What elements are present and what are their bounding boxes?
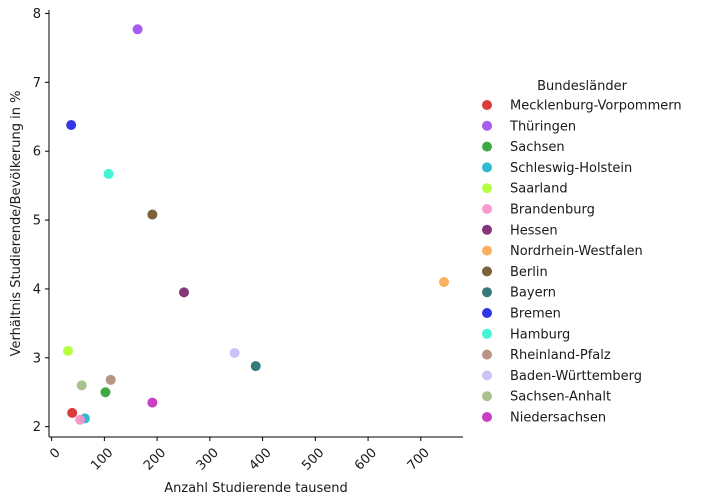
legend-marker	[482, 204, 492, 214]
data-point	[147, 209, 158, 220]
x-tick-label: 600	[352, 445, 380, 473]
y-axis: 2 3 4 5 6 7 8	[33, 7, 50, 437]
x-tick-label: 400	[246, 445, 274, 473]
legend-label: Rheinland-Pfalz	[510, 348, 611, 363]
legend-label: Thüringen	[509, 119, 576, 134]
x-tick-label: 300	[194, 445, 222, 473]
legend-title: Bundesländer	[537, 79, 627, 94]
legend-marker	[482, 100, 492, 110]
data-point	[67, 407, 78, 418]
legend-marker	[482, 183, 492, 194]
x-tick-label: 700	[405, 445, 433, 473]
legend-marker	[482, 266, 492, 277]
legend-label: Bremen	[510, 307, 561, 322]
legend-label: Hamburg	[510, 327, 570, 342]
legend-marker	[482, 349, 492, 360]
data-point	[229, 347, 240, 358]
x-axis: 0 100 200 300 400 500 600 700	[47, 436, 463, 474]
data-point	[132, 24, 143, 35]
y-tick-label: 7	[33, 76, 41, 91]
legend-label: Sachsen-Anhalt	[510, 390, 611, 405]
legend-marker	[482, 245, 492, 256]
legend-marker	[482, 287, 492, 298]
legend-label: Baden-Württemberg	[510, 369, 642, 384]
legend-label: Schleswig-Holstein	[510, 161, 632, 176]
legend-marker	[482, 308, 492, 318]
data-point	[76, 380, 87, 391]
legend-marker	[482, 162, 492, 173]
y-tick-label: 8	[33, 7, 41, 22]
data-point	[147, 397, 158, 408]
legend-label: Brandenburg	[510, 203, 595, 218]
y-tick-label: 4	[33, 282, 41, 297]
legend-label: Hessen	[510, 223, 558, 238]
legend-label: Niedersachsen	[510, 411, 606, 426]
data-point	[75, 414, 86, 425]
legend-marker	[482, 120, 492, 131]
data-point	[100, 387, 111, 398]
legend-marker	[482, 370, 492, 381]
x-tick-label: 200	[141, 445, 169, 473]
y-tick-label: 6	[33, 145, 41, 160]
data-point	[105, 374, 116, 385]
y-tick-label: 3	[33, 351, 41, 366]
legend-marker	[482, 141, 492, 152]
data-point	[103, 168, 114, 179]
x-tick-label: 500	[299, 445, 327, 473]
legend-label: Nordrhein-Westfalen	[510, 244, 643, 259]
legend-marker	[482, 224, 492, 235]
data-point	[179, 287, 190, 298]
legend-marker	[482, 412, 492, 422]
legend-label: Sachsen	[510, 140, 565, 155]
data-point	[250, 361, 261, 372]
x-tick-label: 100	[88, 445, 116, 473]
data-point	[66, 120, 77, 131]
legend-label: Bayern	[510, 286, 556, 301]
x-axis-title: Anzahl Studierende tausend	[164, 481, 348, 496]
data-point	[439, 277, 450, 288]
legend-label: Berlin	[510, 265, 548, 280]
legend-label: Saarland	[510, 182, 568, 197]
legend: Bundesländer Mecklenburg-Vorpommern Thüri…	[482, 79, 682, 426]
x-tick-label: 0	[47, 445, 63, 461]
y-tick-label: 2	[33, 420, 41, 435]
legend-marker	[482, 328, 492, 339]
y-tick-label: 5	[33, 214, 41, 229]
legend-label: Mecklenburg-Vorpommern	[510, 99, 682, 114]
data-point	[62, 345, 73, 356]
y-axis-title: Verhältnis Studierende/Bevölkerung in %	[9, 91, 24, 357]
legend-marker	[482, 391, 492, 402]
plot-area	[62, 24, 450, 425]
